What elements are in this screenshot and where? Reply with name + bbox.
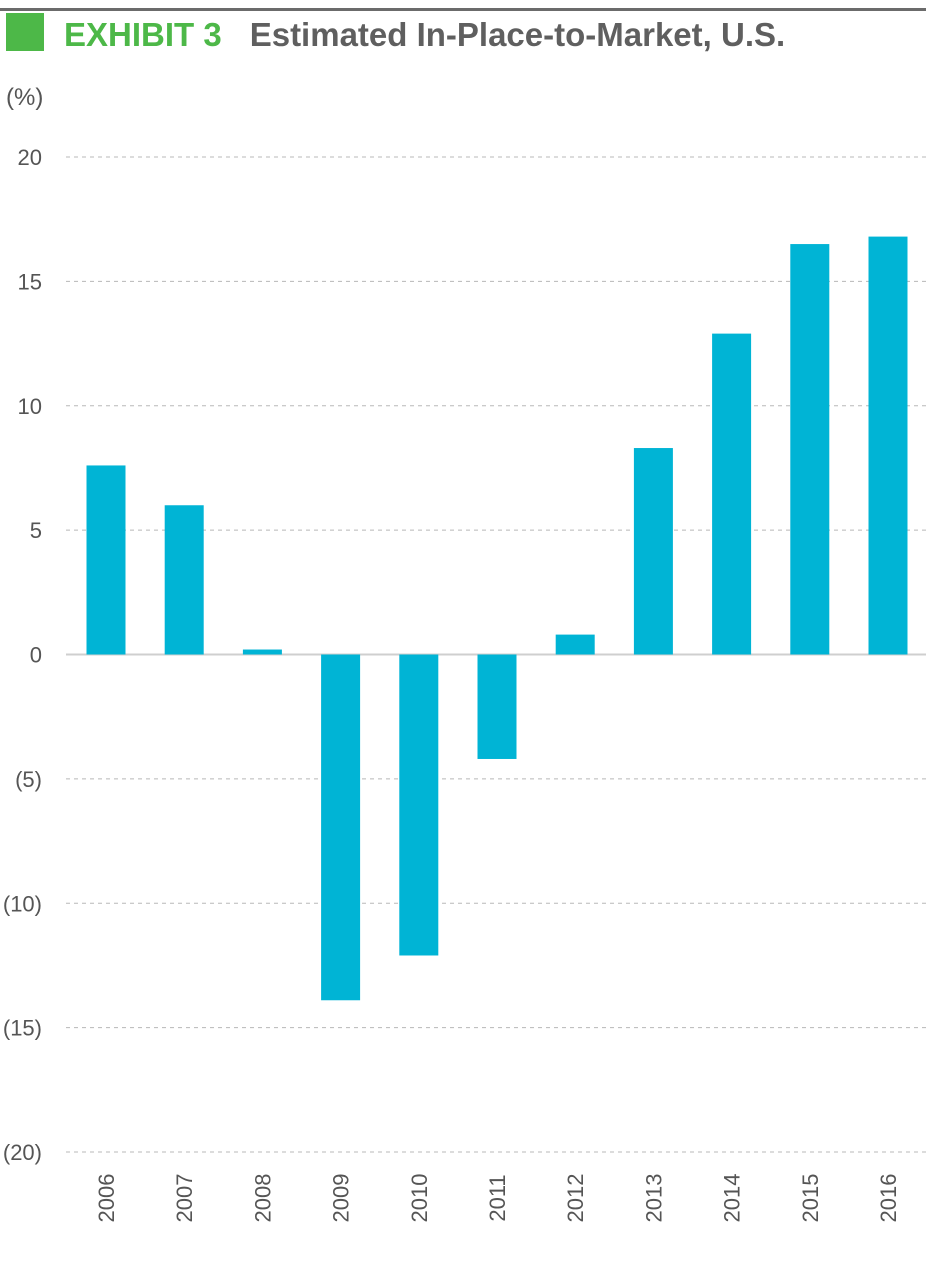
- bar-2012: [555, 634, 595, 655]
- x-tick-label-2010: 2010: [407, 1174, 432, 1223]
- y-tick-label: (10): [3, 891, 42, 916]
- y-tick-label: 20: [18, 145, 42, 170]
- y-tick-label: (20): [3, 1140, 42, 1165]
- x-tick-label-2012: 2012: [563, 1174, 588, 1223]
- exhibit-label: EXHIBIT 3: [64, 16, 222, 53]
- bar-2016: [868, 236, 908, 655]
- top-rule: [0, 8, 926, 11]
- x-tick-label-2016: 2016: [876, 1174, 901, 1223]
- bar-2013: [633, 448, 673, 655]
- bar-2015: [790, 244, 830, 655]
- bar-2009: [321, 654, 361, 1001]
- bar-2007: [164, 505, 204, 655]
- x-tick-label-2011: 2011: [485, 1174, 510, 1221]
- x-tick-label-2014: 2014: [720, 1174, 745, 1223]
- y-axis-ticks: 20 15 10 5 0 (5) (10) (15) (20): [3, 145, 42, 1165]
- y-axis-unit-label: (%): [6, 84, 44, 111]
- x-tick-label-2006: 2006: [94, 1174, 119, 1223]
- bar-2006: [86, 465, 126, 655]
- x-tick-label-2015: 2015: [798, 1174, 823, 1223]
- x-tick-label-2007: 2007: [172, 1174, 197, 1223]
- x-tick-label-2009: 2009: [329, 1174, 354, 1223]
- bar-2010: [399, 654, 439, 956]
- y-tick-label: 0: [30, 643, 42, 668]
- x-tick-label-2013: 2013: [641, 1174, 666, 1223]
- y-tick-label: (5): [15, 767, 42, 792]
- y-tick-label: 5: [30, 518, 42, 543]
- x-tick-label-2008: 2008: [250, 1174, 275, 1223]
- bars: [86, 236, 908, 1001]
- y-tick-label: (15): [3, 1016, 42, 1041]
- y-tick-label: 15: [18, 269, 42, 294]
- chart-title: Estimated In-Place-to-Market, U.S.: [249, 16, 786, 53]
- bar-2011: [477, 654, 517, 759]
- bar-2008: [242, 649, 282, 655]
- y-tick-label: 10: [18, 394, 42, 419]
- chart-header: EXHIBIT 3 Estimated In-Place-to-Market, …: [64, 16, 785, 56]
- x-axis-ticks: 2006 2007 2008 2009 2010 2011 2012 2013 2014 2015…: [94, 1174, 901, 1223]
- bar-2014: [712, 333, 752, 655]
- exhibit-accent-square: [6, 13, 44, 51]
